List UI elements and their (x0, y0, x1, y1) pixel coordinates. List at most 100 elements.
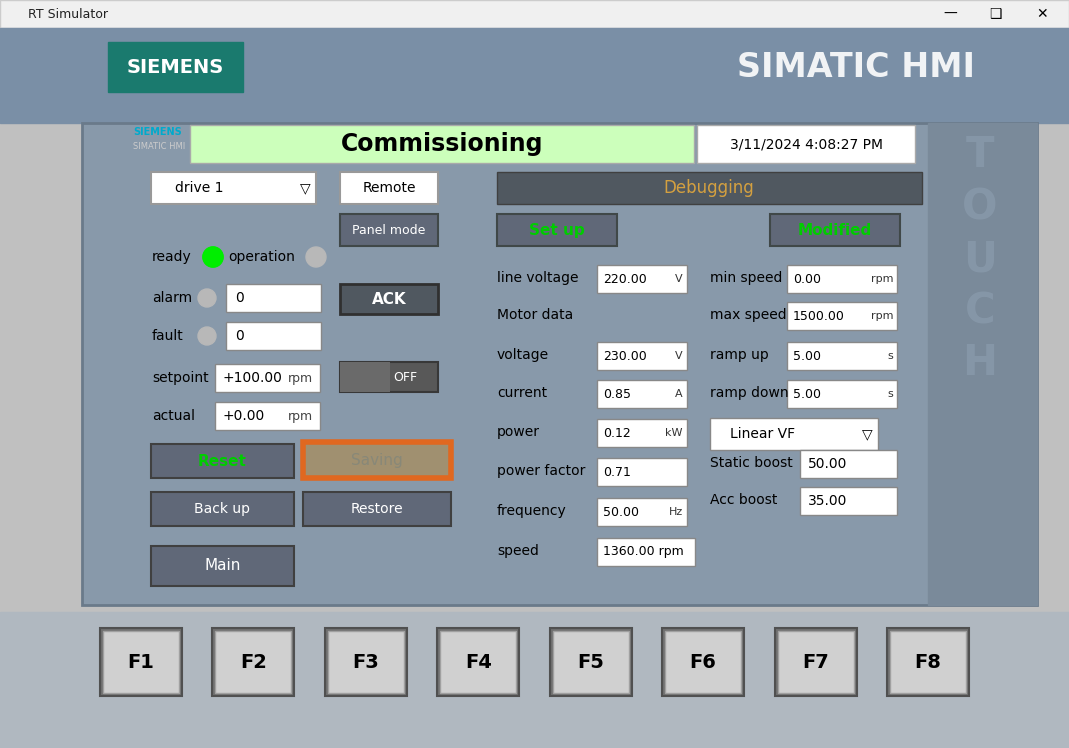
Text: Saving: Saving (351, 453, 403, 468)
FancyBboxPatch shape (440, 631, 516, 693)
Text: F8: F8 (915, 652, 942, 672)
Text: 0.12: 0.12 (603, 426, 631, 440)
Text: fault: fault (152, 329, 184, 343)
FancyBboxPatch shape (340, 362, 390, 392)
Text: speed: speed (497, 544, 539, 558)
FancyBboxPatch shape (800, 450, 897, 478)
FancyBboxPatch shape (597, 498, 687, 526)
FancyBboxPatch shape (0, 612, 1069, 748)
Text: 1500.00: 1500.00 (793, 310, 845, 322)
Text: 0.85: 0.85 (603, 387, 631, 400)
Text: F7: F7 (802, 652, 828, 672)
Text: SIMATIC HMI: SIMATIC HMI (737, 51, 975, 84)
Text: 50.00: 50.00 (603, 506, 639, 518)
FancyBboxPatch shape (103, 631, 179, 693)
Text: min speed: min speed (710, 271, 783, 285)
Text: 220.00: 220.00 (603, 272, 647, 286)
Text: Linear VF: Linear VF (730, 427, 795, 441)
Text: SIEMENS: SIEMENS (126, 58, 223, 76)
Text: +0.00: +0.00 (222, 409, 264, 423)
Circle shape (203, 247, 223, 267)
Text: ▽: ▽ (862, 427, 872, 441)
Text: F4: F4 (465, 652, 492, 672)
FancyBboxPatch shape (662, 628, 744, 696)
Text: s: s (887, 389, 893, 399)
FancyBboxPatch shape (303, 492, 451, 526)
FancyBboxPatch shape (215, 364, 320, 392)
Text: Debugging: Debugging (664, 179, 755, 197)
Text: F6: F6 (690, 652, 716, 672)
Text: Hz: Hz (669, 507, 683, 517)
Text: 0: 0 (235, 329, 244, 343)
Text: frequency: frequency (497, 504, 567, 518)
Text: 5.00: 5.00 (793, 349, 821, 363)
FancyBboxPatch shape (151, 492, 294, 526)
Text: ✕: ✕ (1036, 7, 1048, 21)
FancyBboxPatch shape (100, 628, 182, 696)
Text: —: — (943, 7, 957, 21)
FancyBboxPatch shape (108, 42, 243, 92)
Circle shape (198, 327, 216, 345)
FancyBboxPatch shape (553, 631, 629, 693)
Text: rpm: rpm (870, 274, 893, 284)
FancyBboxPatch shape (775, 628, 856, 696)
FancyBboxPatch shape (597, 458, 687, 486)
FancyBboxPatch shape (597, 380, 687, 408)
Text: actual: actual (152, 409, 195, 423)
FancyBboxPatch shape (216, 631, 292, 693)
Text: V: V (676, 274, 683, 284)
FancyBboxPatch shape (597, 265, 687, 293)
FancyBboxPatch shape (497, 214, 617, 246)
Text: 5.00: 5.00 (793, 387, 821, 400)
Text: rpm: rpm (870, 311, 893, 321)
Text: voltage: voltage (497, 348, 549, 362)
FancyBboxPatch shape (787, 265, 897, 293)
Text: rpm: rpm (288, 372, 313, 384)
FancyBboxPatch shape (226, 284, 321, 312)
Text: ❑: ❑ (989, 7, 1002, 21)
FancyBboxPatch shape (0, 28, 1069, 123)
Text: Commissioning: Commissioning (341, 132, 543, 156)
FancyBboxPatch shape (665, 631, 741, 693)
Text: A: A (676, 389, 683, 399)
FancyBboxPatch shape (340, 284, 438, 314)
Text: Remote: Remote (362, 181, 416, 195)
FancyBboxPatch shape (549, 628, 632, 696)
FancyBboxPatch shape (151, 546, 294, 586)
Text: U: U (963, 238, 997, 280)
Text: RT Simulator: RT Simulator (28, 7, 108, 20)
Text: F1: F1 (127, 652, 154, 672)
Text: Panel mode: Panel mode (353, 224, 425, 236)
Text: 0.00: 0.00 (793, 272, 821, 286)
Text: OFF: OFF (393, 370, 417, 384)
Text: s: s (887, 351, 893, 361)
FancyBboxPatch shape (887, 628, 969, 696)
Text: power factor: power factor (497, 464, 586, 478)
FancyBboxPatch shape (497, 172, 921, 204)
Text: alarm: alarm (152, 291, 192, 305)
FancyBboxPatch shape (151, 444, 294, 478)
FancyBboxPatch shape (437, 628, 520, 696)
Text: operation: operation (228, 250, 295, 264)
Text: max speed: max speed (710, 308, 787, 322)
FancyBboxPatch shape (787, 302, 897, 330)
Text: 230.00: 230.00 (603, 349, 647, 363)
Text: Acc boost: Acc boost (710, 493, 777, 507)
Text: ramp down: ramp down (710, 386, 789, 400)
Text: setpoint: setpoint (152, 371, 208, 385)
Text: +100.00: +100.00 (222, 371, 282, 385)
FancyBboxPatch shape (303, 442, 451, 478)
Text: power: power (497, 425, 540, 439)
Text: Modified: Modified (797, 222, 872, 238)
Text: T: T (965, 134, 994, 176)
FancyBboxPatch shape (0, 0, 1069, 28)
FancyBboxPatch shape (787, 380, 897, 408)
FancyBboxPatch shape (597, 342, 687, 370)
Text: 0: 0 (235, 291, 244, 305)
FancyBboxPatch shape (215, 402, 320, 430)
FancyBboxPatch shape (340, 362, 438, 392)
Text: ACK: ACK (372, 292, 406, 307)
Text: F2: F2 (241, 652, 267, 672)
Text: line voltage: line voltage (497, 271, 578, 285)
Text: ready: ready (152, 250, 191, 264)
